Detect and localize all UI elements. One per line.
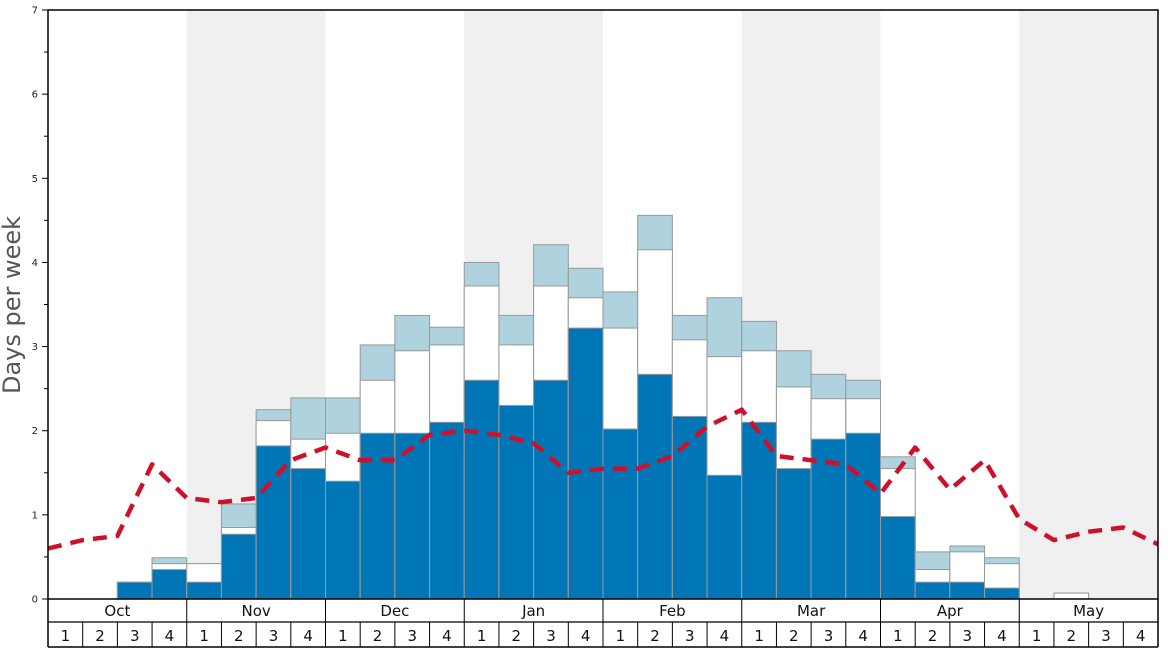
y-tick-label: 1 xyxy=(32,510,38,521)
bar-dark xyxy=(810,438,847,600)
bar-dark xyxy=(394,432,431,600)
y-axis: 0 1 2 3 4 5 6 7 xyxy=(32,6,48,606)
bar-dark xyxy=(220,533,257,600)
bar-dark xyxy=(255,445,292,600)
week-label: 3 xyxy=(407,627,417,645)
month-label-feb: Feb xyxy=(659,602,686,620)
bar-dark xyxy=(845,432,881,600)
y-tick-label: 6 xyxy=(32,90,38,101)
week-label: 3 xyxy=(962,627,972,645)
bar-dark xyxy=(429,421,465,600)
y-tick-label: 0 xyxy=(32,595,38,606)
y-tick-label: 3 xyxy=(32,342,38,353)
month-label-apr: Apr xyxy=(937,602,964,620)
week-label: 1 xyxy=(477,627,487,645)
week-label: 3 xyxy=(130,627,140,645)
bars xyxy=(116,214,1090,600)
bar-dark xyxy=(463,379,500,600)
bar-dark xyxy=(533,379,569,600)
week-label: 1 xyxy=(754,627,764,645)
y-axis-title: Days per week xyxy=(0,216,26,394)
week-label: 1 xyxy=(199,627,209,645)
bar-dark xyxy=(671,415,708,600)
month-label-oct: Oct xyxy=(104,602,130,620)
month-label-mar: Mar xyxy=(797,602,826,620)
week-label: 1 xyxy=(338,627,348,645)
week-label: 1 xyxy=(61,627,71,645)
bar-dark xyxy=(567,327,604,600)
month-label-dec: Dec xyxy=(380,602,409,620)
month-label-nov: Nov xyxy=(241,602,270,620)
week-label: 2 xyxy=(373,627,383,645)
month-label-may: May xyxy=(1073,602,1104,620)
bar-dark xyxy=(880,516,916,600)
bar-dark xyxy=(602,428,639,600)
week-label: 2 xyxy=(1067,627,1077,645)
week-label: 4 xyxy=(303,627,313,645)
y-tick-label: 4 xyxy=(32,258,38,269)
week-label: 3 xyxy=(269,627,279,645)
bar-mid xyxy=(1053,592,1090,600)
week-label: 2 xyxy=(650,627,660,645)
week-label: 2 xyxy=(95,627,105,645)
month-shade-may xyxy=(1019,10,1158,599)
bar-dark xyxy=(290,468,326,600)
bar-dark xyxy=(637,373,673,600)
bar-dark xyxy=(116,581,153,600)
week-label: 3 xyxy=(1101,627,1111,645)
week-label: 2 xyxy=(928,627,938,645)
bar-dark xyxy=(186,581,222,600)
week-label: 4 xyxy=(720,627,730,645)
week-label: 1 xyxy=(893,627,903,645)
week-label: 3 xyxy=(546,627,556,645)
week-label: 3 xyxy=(685,627,695,645)
week-label: 3 xyxy=(824,627,834,645)
average-line xyxy=(47,407,1159,551)
bar-dark xyxy=(984,587,1020,600)
week-label: 4 xyxy=(997,627,1007,645)
month-label-jan: Jan xyxy=(521,602,545,620)
bar-dark xyxy=(775,468,812,600)
week-label: 4 xyxy=(1136,627,1146,645)
y-tick-label: 2 xyxy=(32,426,38,437)
week-label: 2 xyxy=(789,627,799,645)
bar-dark xyxy=(151,569,188,600)
week-label: 4 xyxy=(165,627,175,645)
x-axis: Oct Nov Dec Jan Feb Mar Apr May 1 2 3 4 1 2 3 4 1 2 3 4 1 2 3 4… xyxy=(47,599,1159,648)
week-label: 1 xyxy=(1032,627,1042,645)
bar-dark xyxy=(325,480,361,600)
bar-dark xyxy=(706,474,743,600)
bar-dark xyxy=(914,581,951,600)
week-label: 4 xyxy=(581,627,591,645)
week-label: 2 xyxy=(234,627,244,645)
bar-dark xyxy=(949,581,986,600)
average-line-path xyxy=(47,407,1159,551)
week-label: 4 xyxy=(858,627,868,645)
bar-dark xyxy=(498,404,535,600)
week-label: 2 xyxy=(512,627,522,645)
week-label: 4 xyxy=(442,627,452,645)
week-label: 1 xyxy=(616,627,626,645)
y-tick-label: 5 xyxy=(32,174,38,185)
y-tick-label: 7 xyxy=(32,6,38,17)
